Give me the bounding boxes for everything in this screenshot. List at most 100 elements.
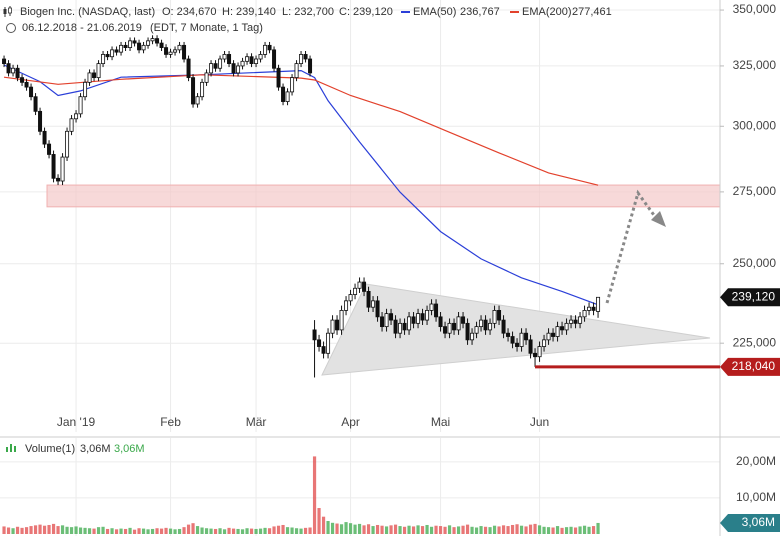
candle-body [425,310,430,321]
volume-bar [78,527,83,534]
volume-bar [384,526,389,534]
volume-info: 3,06M [114,443,145,455]
volume-bar [537,525,542,534]
volume-bar [479,526,483,534]
candle-body [546,332,551,341]
volume-bar [276,525,281,534]
volume-bar [101,526,105,534]
volume-bar [519,525,524,534]
candle-body [303,54,308,60]
candle-body [290,77,295,93]
volume-bar [42,525,47,534]
volume-bar [573,527,578,534]
volume-bar [24,527,29,534]
candle-body [141,44,146,51]
volume-bar [407,525,411,534]
volume-bar [515,524,519,534]
volume-bar [299,528,303,534]
volume-bar [20,527,24,534]
candle-body [119,44,124,53]
projection-arrow [605,189,658,304]
candle-body [123,44,128,48]
candle-body [308,58,313,74]
candle-body [420,313,425,321]
volume-bar [227,527,231,534]
candle-body [299,54,304,65]
volume-bar [155,528,159,534]
legend-name: EMA(50) [413,6,456,18]
volume-bar [587,526,591,534]
candle-body [128,40,133,48]
candle-body [335,319,340,331]
candle-body [200,81,205,98]
candle-body [582,310,587,318]
candle-body [317,339,322,347]
legend-name: EMA(200) [522,6,572,18]
candle-body [389,313,394,321]
volume-bar [177,528,182,534]
volume-bar [362,525,366,534]
resistance-zone [46,184,721,208]
candle-body [263,44,268,55]
candle-body [371,300,376,308]
volume-bar [15,526,20,534]
candle-body [155,38,160,44]
candle-body [51,154,56,179]
candle-body [533,352,538,358]
volume-bar [182,527,186,534]
candle-body [101,54,106,65]
candle-body [267,44,272,51]
price-badge [720,288,780,307]
candle-body [348,294,353,302]
candle-body [402,322,407,331]
volume-bar [506,526,510,534]
volume-bar [551,527,555,534]
candle-body [2,58,7,65]
volume-bar [137,528,141,534]
candle-body [60,156,65,182]
candle-body [182,44,187,60]
legend-value: 236,767 [460,6,500,18]
candle-body [353,287,358,295]
volume-bar [501,525,506,534]
candle-body [227,54,232,65]
volume-bar [74,526,78,534]
volume-bar [510,524,515,534]
candle-body [321,346,326,354]
candle-body [555,326,560,337]
volume-bar [105,528,110,534]
volume-bar [92,528,96,534]
low-info: L: 232,700 [282,6,334,18]
candle-body [249,56,254,65]
candle-body [6,63,11,74]
period-note: (EDT, 7 Monate, 1 Tag) [150,22,263,34]
candle-body [47,143,52,155]
candle-body [465,322,470,341]
candle-body [285,91,290,102]
volume-bar [497,526,501,534]
triangle-pattern [321,283,711,376]
candle-body [78,96,83,115]
candle-body [560,326,565,331]
volume-bar [416,525,420,534]
volume-bar [330,522,335,534]
candle-body [110,49,115,58]
volume-bar [303,527,308,534]
volume-bar [146,529,150,534]
volume-bar [204,528,209,534]
candle-body [186,58,191,79]
candle-body [69,118,74,132]
x-tick-label: Mär [246,415,267,429]
volume-bar [371,526,375,534]
volume-bar [389,525,393,534]
volume-bar [402,526,407,534]
volume-bar [344,522,348,534]
volume-bar [231,528,236,534]
candle-body [150,38,155,42]
volume-bar [546,527,551,534]
candle-body [20,77,25,83]
candle-body [443,326,448,334]
candle-body [276,67,281,88]
candle-body [74,113,79,120]
